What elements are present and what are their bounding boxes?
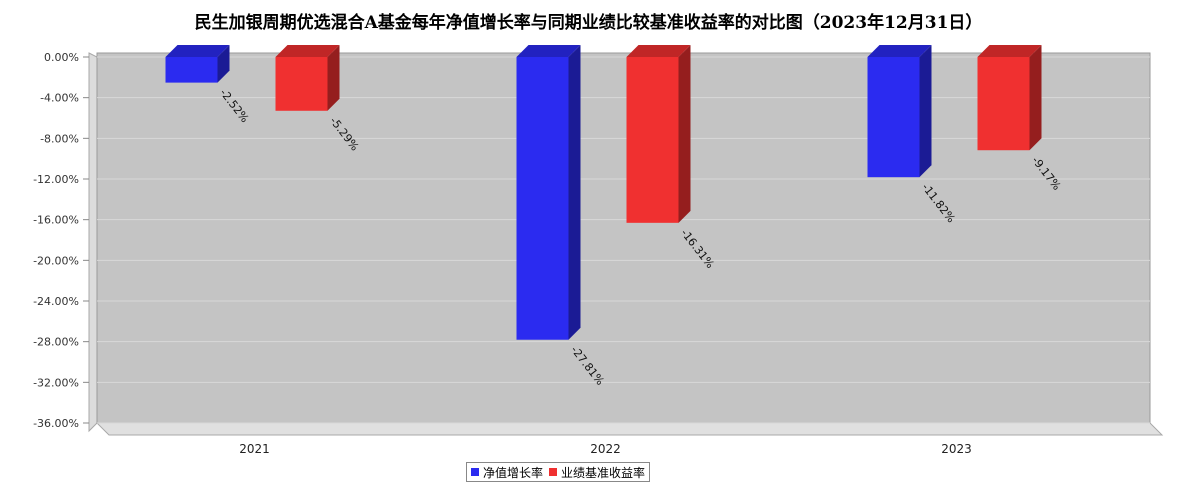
legend-label: 净值增长率 bbox=[483, 465, 544, 480]
legend-item-nav-growth: 净值增长率 bbox=[471, 464, 543, 481]
bar-top bbox=[275, 45, 340, 57]
bar-side bbox=[1029, 45, 1042, 151]
x-axis: 2021 2022 2023 bbox=[239, 442, 972, 456]
bar-2022-1 bbox=[626, 45, 691, 223]
bar-side bbox=[217, 45, 230, 83]
bar-2023-0 bbox=[867, 45, 932, 178]
y-tick-label: -8.00% bbox=[40, 132, 79, 145]
bar-2021-1 bbox=[275, 45, 340, 111]
y-tick-label: -4.00% bbox=[40, 92, 79, 105]
legend: 净值增长率 业绩基准收益率 bbox=[466, 462, 651, 482]
legend-item-benchmark: 业绩基准收益率 bbox=[549, 464, 645, 481]
bar-front bbox=[516, 57, 569, 340]
y-tick-label: -12.00% bbox=[33, 173, 79, 186]
x-tick-label: 2023 bbox=[941, 442, 972, 456]
y-tick-label: -20.00% bbox=[33, 254, 79, 267]
plot-floor bbox=[95, 422, 1164, 436]
y-tick-label: -16.00% bbox=[33, 214, 79, 227]
bar-front bbox=[626, 57, 679, 223]
bar-side bbox=[678, 45, 691, 223]
bar-front bbox=[977, 57, 1030, 151]
bar-front bbox=[165, 57, 218, 83]
y-axis: 0.00% -4.00% -8.00% -12.00% -16.00% -20.00% -2… bbox=[33, 51, 89, 430]
bar-side bbox=[919, 45, 932, 178]
bar-2023-1 bbox=[977, 45, 1042, 151]
y-tick-label: -32.00% bbox=[33, 376, 79, 389]
bar-top bbox=[516, 45, 581, 57]
plot-left-wall bbox=[88, 52, 98, 433]
bars bbox=[165, 45, 1042, 340]
legend-label: 业绩基准收益率 bbox=[561, 465, 646, 480]
y-tick-label: 0.00% bbox=[44, 51, 79, 64]
y-tick-label: -24.00% bbox=[33, 295, 79, 308]
bar-top bbox=[165, 45, 230, 57]
legend-swatch-red bbox=[549, 468, 558, 476]
grid-lines bbox=[97, 56, 1150, 424]
x-tick-label: 2022 bbox=[590, 442, 621, 456]
y-tick-label: -36.00% bbox=[33, 417, 79, 430]
y-tick-label: -28.00% bbox=[33, 336, 79, 349]
bar-top bbox=[977, 45, 1042, 57]
chart-title: 民生加银周期优选混合A基金每年净值增长率与同期业绩比较基准收益率的对比图（202… bbox=[194, 13, 983, 33]
x-tick-label: 2021 bbox=[239, 442, 270, 456]
bar-2022-0 bbox=[516, 45, 581, 340]
bar-side bbox=[568, 45, 581, 340]
bar-top bbox=[626, 45, 691, 57]
bar-front bbox=[275, 57, 328, 111]
legend-swatch-blue bbox=[471, 468, 479, 476]
bar-front bbox=[867, 57, 920, 178]
bar-2021-0 bbox=[165, 45, 230, 83]
bar-top bbox=[867, 45, 932, 57]
bar-side bbox=[327, 45, 340, 111]
